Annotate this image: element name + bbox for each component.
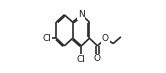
Text: Cl: Cl	[77, 55, 86, 64]
Text: O: O	[102, 34, 109, 43]
Text: Cl: Cl	[42, 34, 51, 43]
Text: O: O	[94, 54, 101, 63]
Text: N: N	[78, 10, 85, 19]
